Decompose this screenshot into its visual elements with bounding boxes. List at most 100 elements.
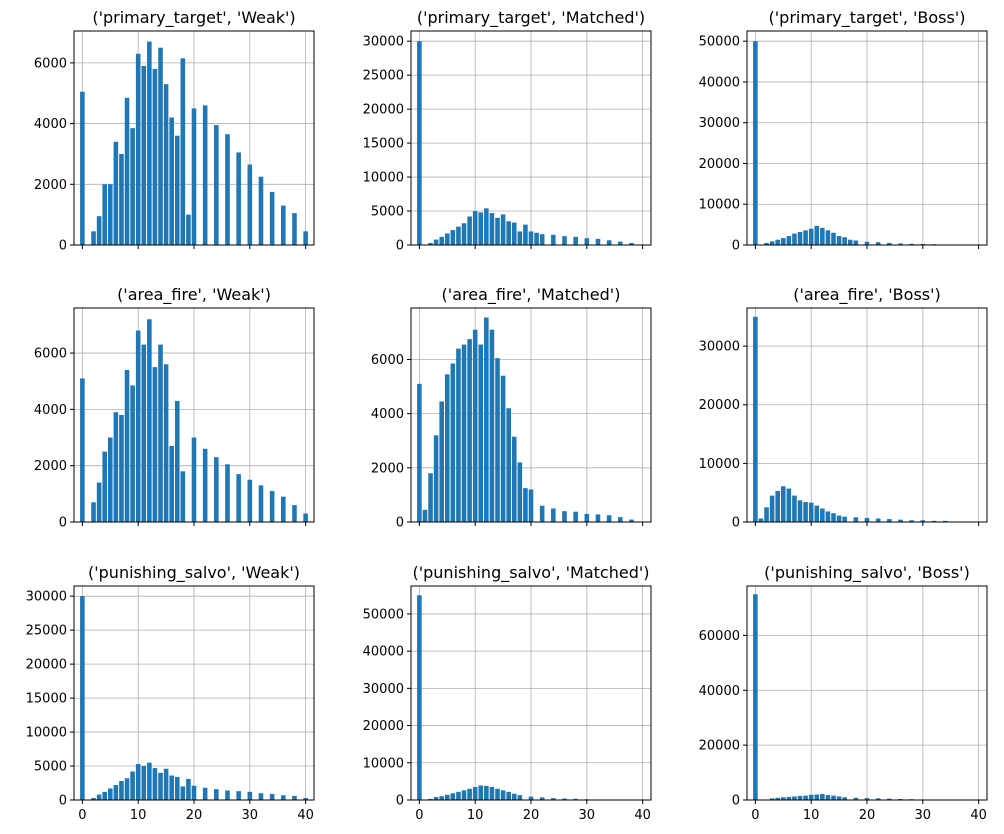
histogram-bar [836,515,842,522]
histogram-bar [247,164,253,245]
histogram-bar [825,230,831,245]
subplot-title: ('primary_target', 'Matched') [417,8,645,28]
histogram-bar [191,437,197,522]
histogram-bar [158,344,163,522]
histogram-bar [539,234,545,245]
histogram-bar [169,445,174,522]
y-tick-label: 10000 [363,756,404,771]
histogram-bar [909,520,914,522]
histogram-bar [433,239,439,245]
histogram-bar [202,787,208,800]
subplot-5: 0 2000 4000 6000 ('area_fire', 'Matched') [371,285,652,531]
histogram-bar [113,412,119,522]
subplot-title: ('punishing_salvo', 'Matched') [412,563,649,583]
histogram-bar [836,236,842,245]
y-tick-label: 25000 [363,69,404,84]
x-tick-label: 0 [751,808,759,823]
x-tick-label: 30 [579,808,596,823]
y-tick-label: 30000 [363,35,404,50]
histogram-bar [803,502,808,522]
histogram-bar [489,786,495,800]
subplot-title: ('area_fire', 'Matched') [442,285,621,305]
y-tick-label: 40000 [699,75,740,90]
histogram-bar [303,513,308,522]
histogram-bar [814,505,820,522]
y-tick-label: 10000 [26,726,67,741]
y-tick-label: 0 [59,516,67,531]
subplot-9: 0 10 20 30 40 0 20000 40000 60000 ('punishing_sal… [699,563,988,823]
histogram-bar [102,184,107,245]
histogram-bar [180,58,186,245]
histogram-bar [797,500,803,522]
histogram-bar [489,213,495,245]
histogram-bar [258,793,264,800]
y-tick-label: 40000 [699,684,740,699]
histogram-bar [534,232,539,245]
x-tick-label: 40 [297,808,314,823]
histogram-bar [595,238,601,245]
histogram-bar [258,176,264,245]
y-tick-label: 10000 [363,171,404,186]
histogram-bar [225,790,230,800]
histogram-bar [920,520,926,522]
histogram-bar [489,329,495,522]
histogram-bar [618,241,623,245]
histogram-bar [786,488,792,522]
histogram-bar [573,798,578,800]
subplot-2: 0 5000 10000 15000 20000 25000 30000 ('primary_… [363,8,652,254]
y-tick-label: 50000 [363,607,404,622]
y-tick-label: 20000 [26,658,67,673]
histogram-bar [191,108,197,245]
histogram-bar [174,400,180,522]
histogram-bar [130,771,135,800]
histogram-bar [780,238,786,245]
histogram-bar [909,243,914,245]
subplot-7: 0 10 20 30 40 0 5000 10000 15000 20000 25000 30000 (… [26,563,315,823]
histogram-bar [478,212,484,245]
histogram-bar [281,496,286,522]
histogram-bar [797,795,803,800]
histogram-bar [517,795,523,800]
histogram-bar [853,797,859,800]
histogram-bar [484,208,489,245]
histogram-bar [135,763,141,800]
y-tick-label: 2000 [371,461,404,476]
histogram-bar [467,216,472,245]
histogram-bar [836,796,842,800]
histogram-bar [528,231,534,245]
y-tick-label: 30000 [363,682,404,697]
x-tick-label: 20 [859,808,876,823]
histogram-bar [853,240,859,245]
histogram-bar [528,796,534,800]
histogram-bar [258,485,264,522]
histogram-bar [814,794,820,800]
histogram-bar [780,486,786,522]
subplot-3: 0 10000 20000 30000 40000 50000 ('primary_targ… [699,8,988,254]
histogram-bar [152,68,158,245]
x-tick-label: 40 [634,808,651,823]
histogram-bar [191,785,197,800]
y-tick-label: 0 [396,516,404,531]
histogram-bar [163,364,169,522]
histogram-bar [484,317,489,522]
histogram-bar [898,519,903,522]
histogram-bar [107,788,113,800]
y-tick-label: 0 [59,794,67,809]
histogram-bar [135,53,141,245]
histogram-bar [417,41,422,245]
y-tick-label: 25000 [26,624,67,639]
histogram-bar [91,797,96,800]
histogram-bar [629,519,634,522]
subplot-8: 0 10 20 30 40 0 10000 20000 30000 40000 50000 ('pun… [363,563,652,823]
histogram-bar [186,214,191,245]
histogram-bar [808,794,814,800]
histogram-bar [847,239,853,245]
histogram-bar [495,358,500,522]
y-tick-label: 0 [732,239,740,254]
x-tick-label: 0 [78,808,86,823]
histogram-bar [808,502,814,522]
x-tick-label: 20 [186,808,203,823]
histogram-bar [898,798,903,800]
histogram-bar [180,786,186,800]
